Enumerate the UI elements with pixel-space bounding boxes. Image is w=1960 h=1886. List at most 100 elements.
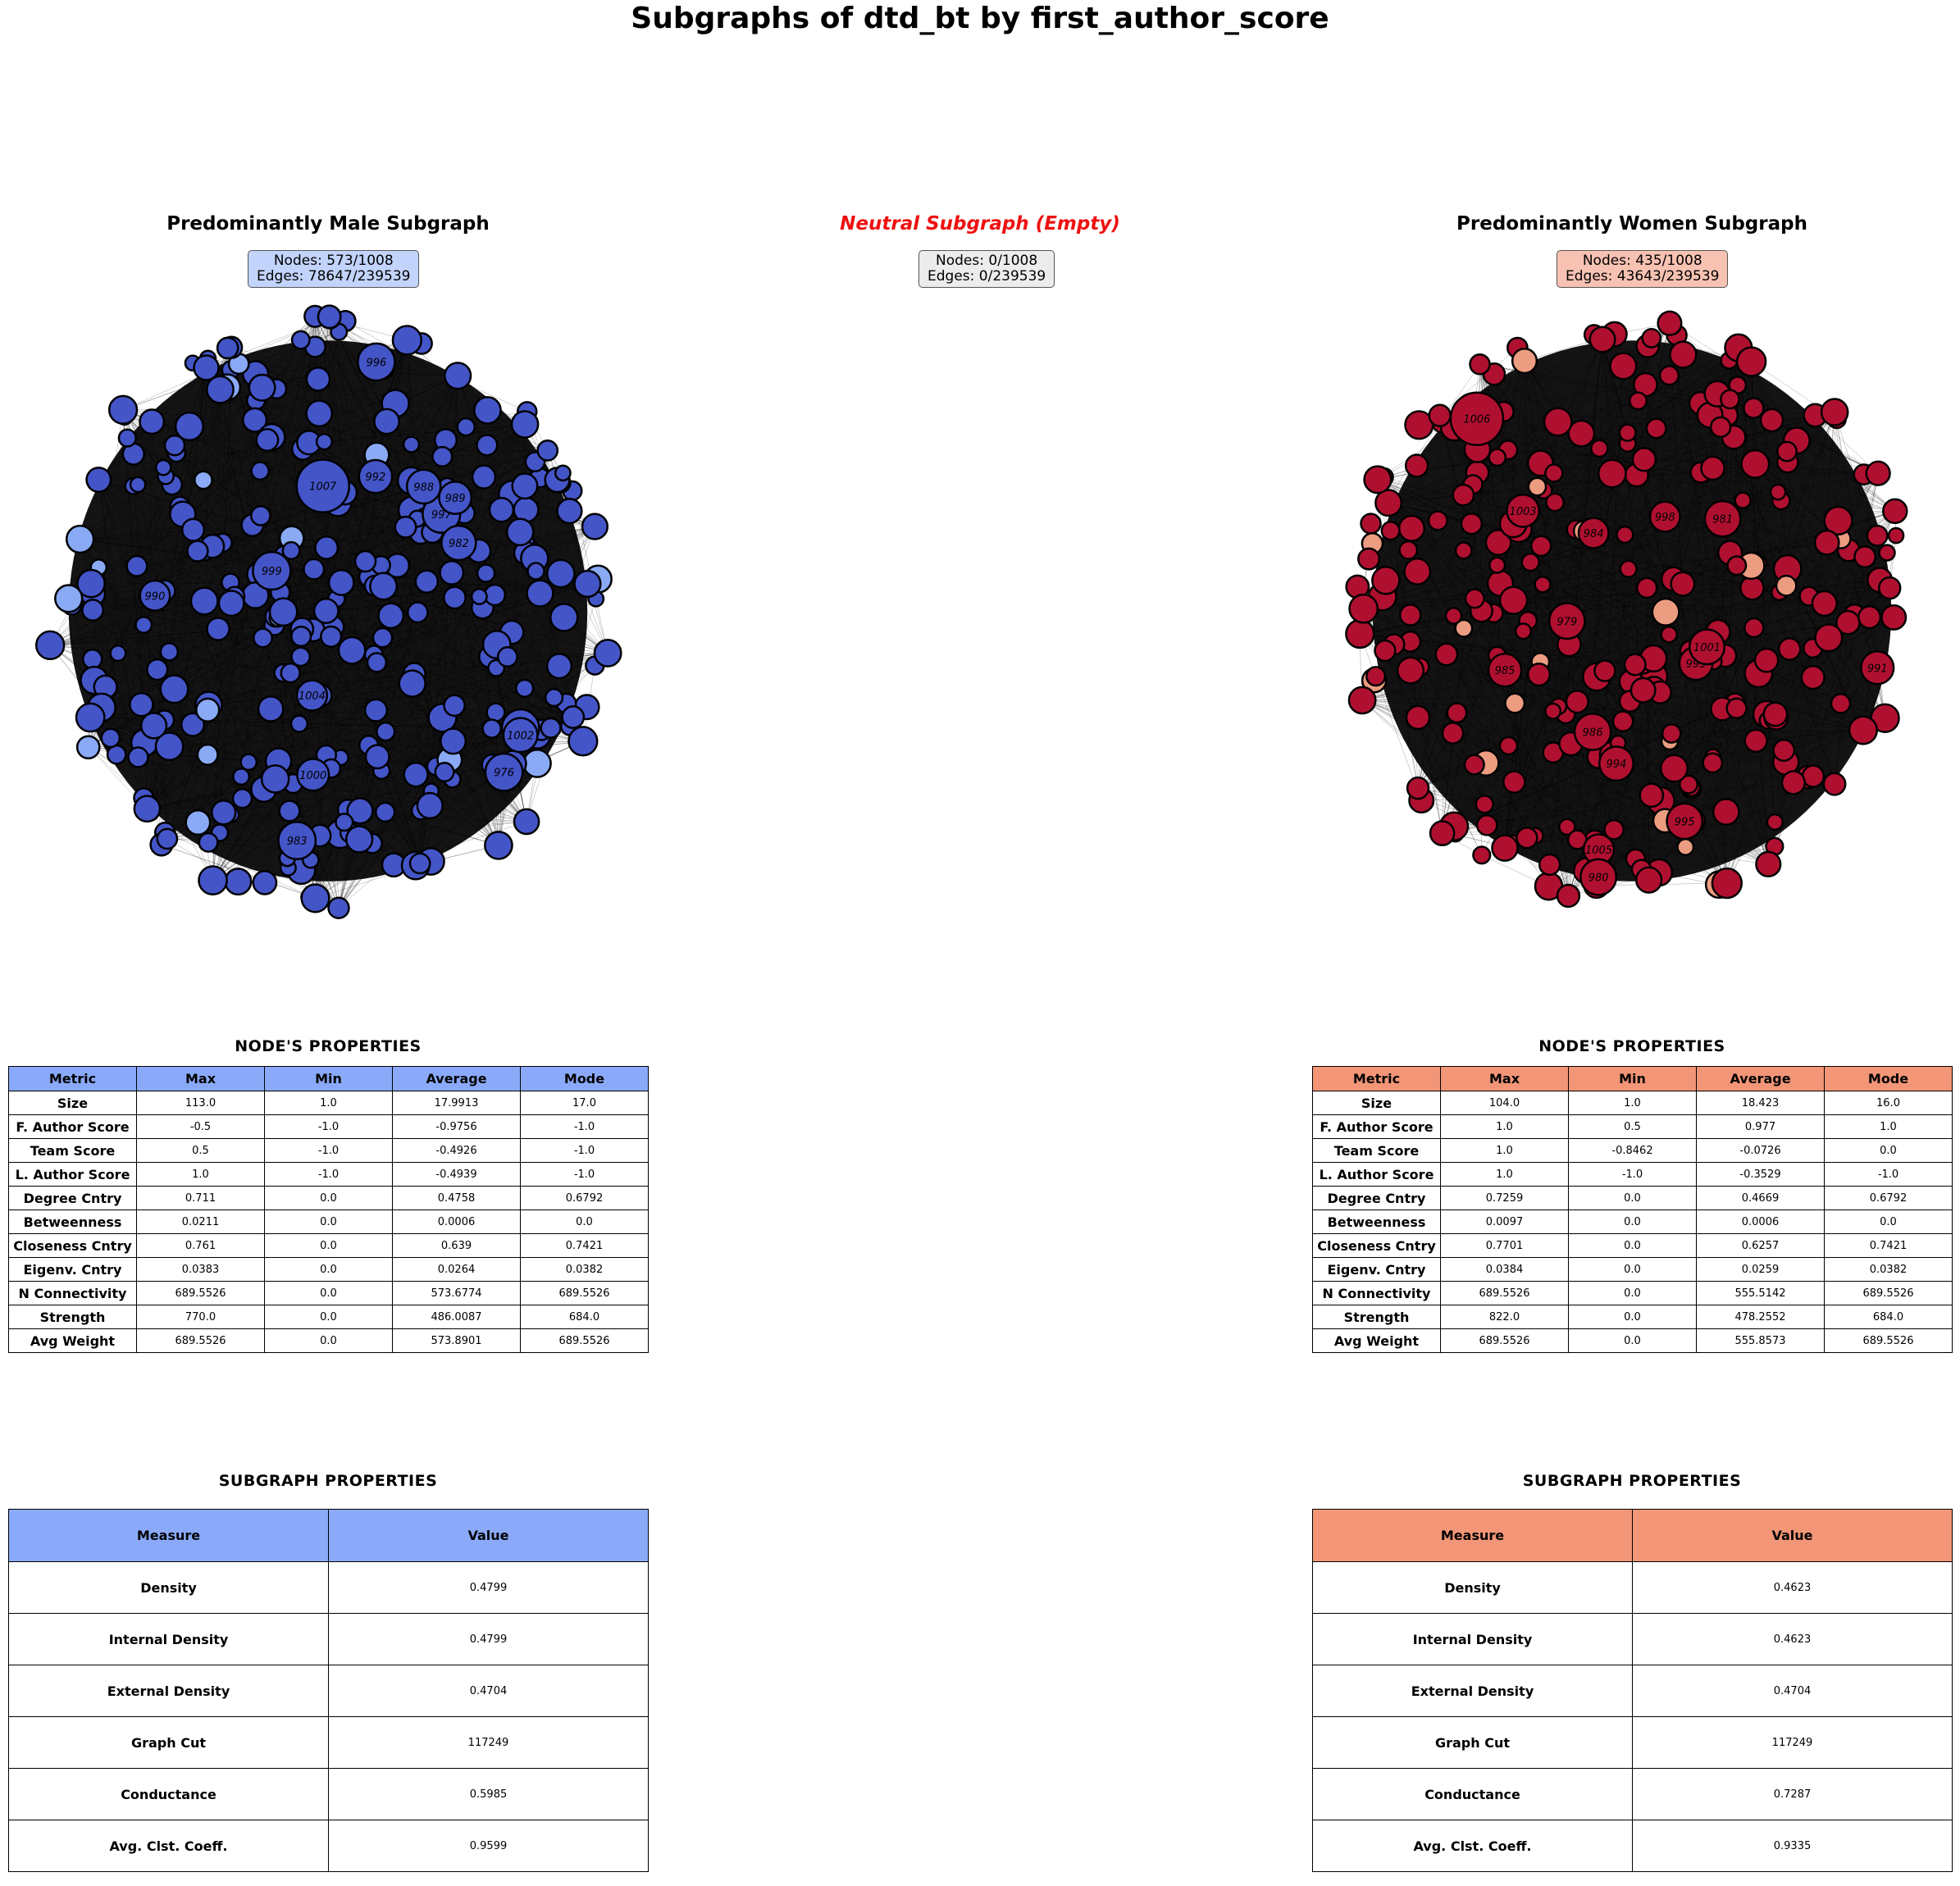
labelled-graph-node xyxy=(1688,628,1725,666)
graph-node xyxy=(1740,449,1771,479)
graph-node xyxy=(434,762,455,783)
graph-node xyxy=(1463,754,1485,776)
column-header: Measure xyxy=(8,1509,329,1562)
table-cell: -0.9756 xyxy=(392,1114,521,1139)
column-header: Metric xyxy=(1312,1066,1441,1091)
labelled-graph-node xyxy=(1648,500,1681,533)
table-cell: 822.0 xyxy=(1440,1305,1569,1329)
labelled-graph-node xyxy=(1547,602,1586,640)
table-cell: 0.7421 xyxy=(520,1233,649,1258)
table-cell: 689.5526 xyxy=(1824,1281,1953,1305)
column-header: Value xyxy=(1632,1509,1953,1562)
table-cell: -0.0726 xyxy=(1696,1138,1825,1163)
node-label: 981 xyxy=(1712,514,1733,526)
graph-node xyxy=(1720,389,1740,410)
graph-node xyxy=(100,727,121,749)
table-cell: 0.0 xyxy=(264,1186,393,1210)
graph-node xyxy=(1405,704,1431,731)
graph-node xyxy=(1527,476,1547,497)
graph-node xyxy=(1454,541,1473,560)
graph-node xyxy=(1397,514,1426,542)
graph-node xyxy=(414,569,440,594)
graph-node xyxy=(1398,540,1419,560)
labelled-graph-node xyxy=(1573,713,1612,751)
node-label: 991 xyxy=(1867,663,1888,675)
graph-node xyxy=(375,801,396,823)
graph-node xyxy=(75,735,101,760)
table-row: F. Author Score -0.5 -1.0 -0.9756 -1.0 xyxy=(8,1114,649,1139)
table-cell: 689.5526 xyxy=(520,1328,649,1353)
row-label: Betweenness xyxy=(1312,1210,1441,1234)
graph-node xyxy=(107,394,139,425)
graph-node xyxy=(505,517,535,547)
graph-node xyxy=(232,768,251,786)
graph-node xyxy=(1475,813,1498,836)
table-cell: 0.5 xyxy=(136,1138,265,1163)
graph-node xyxy=(1611,710,1634,733)
graph-node xyxy=(481,718,502,739)
row-label: Eigenv. Cntry xyxy=(8,1257,137,1282)
column-header: Mode xyxy=(520,1066,649,1091)
male-edges-count: Edges: 78647/239539 xyxy=(257,268,411,285)
graph-node xyxy=(327,569,355,596)
table-cell: 770.0 xyxy=(136,1305,265,1329)
graph-node xyxy=(1511,348,1538,375)
graph-node xyxy=(1635,576,1658,599)
node-label: 992 xyxy=(366,472,386,484)
row-label: Degree Cntry xyxy=(1312,1186,1441,1210)
graph-node xyxy=(154,458,172,476)
table-row: Graph Cut 117249 xyxy=(1312,1716,1953,1769)
table-cell: 1.0 xyxy=(1440,1138,1569,1163)
graph-node xyxy=(81,649,103,670)
table-row: Strength 822.0 0.0 478.2552 684.0 xyxy=(1312,1305,1953,1329)
node-label: 996 xyxy=(366,357,386,369)
labelled-graph-node xyxy=(277,821,317,861)
row-label: Strength xyxy=(8,1305,137,1329)
graph-node xyxy=(522,749,552,778)
graph-node xyxy=(1347,686,1377,715)
graph-node xyxy=(250,461,270,481)
graph-node xyxy=(320,625,343,648)
table-cell: 0.6257 xyxy=(1696,1233,1825,1258)
graph-node xyxy=(1380,521,1401,541)
table-cell: -0.3529 xyxy=(1696,1162,1825,1187)
graph-node xyxy=(526,579,554,608)
labelled-graph-node xyxy=(1703,499,1742,538)
table-cell: 0.0006 xyxy=(392,1210,521,1234)
table-row: Avg. Clst. Coeff. 0.9335 xyxy=(1312,1820,1953,1872)
table-row: External Density 0.4704 xyxy=(8,1665,649,1717)
graph-node xyxy=(1406,776,1430,800)
graph-node xyxy=(252,870,278,895)
table-cell: 0.7421 xyxy=(1824,1233,1953,1258)
graph-node xyxy=(327,896,350,919)
labelled-graph-node xyxy=(295,458,350,513)
graph-node xyxy=(1544,463,1564,483)
graph-node xyxy=(250,505,271,526)
table-header-row: Metric Max Min Average Mode xyxy=(1312,1066,1953,1091)
graph-node xyxy=(1475,795,1494,814)
row-label: Avg. Clst. Coeff. xyxy=(8,1820,329,1872)
node-label: 1003 xyxy=(1510,506,1537,518)
node-label: 1006 xyxy=(1463,414,1490,426)
graph-node xyxy=(1348,593,1379,624)
graph-node xyxy=(117,428,137,448)
graph-node xyxy=(1446,702,1468,724)
graph-node xyxy=(1880,604,1908,631)
graph-node xyxy=(134,616,153,635)
table-cell: 0.0259 xyxy=(1696,1257,1825,1282)
graph-node xyxy=(1712,798,1740,826)
graph-node xyxy=(1755,850,1782,877)
graph-node xyxy=(1488,448,1507,467)
table-cell: -1.0 xyxy=(264,1162,393,1187)
graph-node xyxy=(1777,637,1802,661)
graph-node xyxy=(163,434,186,457)
graph-node xyxy=(1776,440,1798,462)
graph-node xyxy=(159,674,189,704)
graph-node xyxy=(1725,697,1748,719)
table-row: Density 0.4623 xyxy=(1312,1561,1953,1614)
graph-node xyxy=(511,472,539,500)
column-header: Measure xyxy=(1312,1509,1633,1562)
graph-node xyxy=(1593,659,1616,682)
table-cell: 0.0 xyxy=(264,1281,393,1305)
graph-node xyxy=(129,476,147,494)
